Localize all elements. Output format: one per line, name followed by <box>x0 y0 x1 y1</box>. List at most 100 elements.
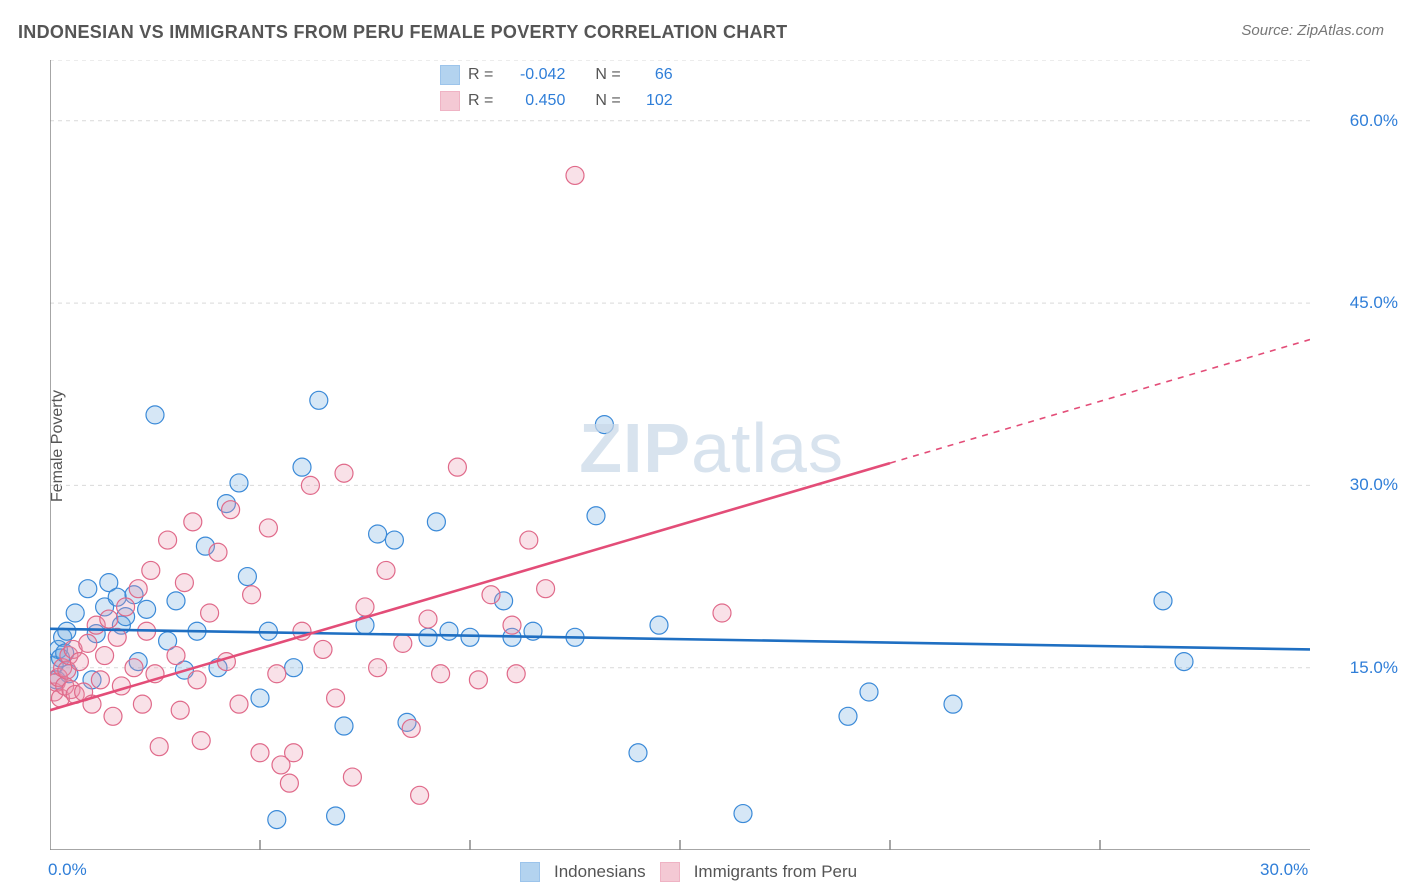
stat-r-label: R = <box>468 66 493 84</box>
scatter-point <box>587 507 605 525</box>
scatter-point <box>503 616 521 634</box>
scatter-point <box>230 695 248 713</box>
scatter-point <box>167 647 185 665</box>
stat-n-value: 102 <box>629 92 673 110</box>
chart-title: INDONESIAN VS IMMIGRANTS FROM PERU FEMAL… <box>18 22 787 43</box>
legend-swatch <box>520 862 540 882</box>
scatter-point <box>280 774 298 792</box>
scatter-point <box>293 458 311 476</box>
scatter-point <box>146 406 164 424</box>
scatter-point <box>944 695 962 713</box>
legend-stats-row: R = 0.450 N = 102 <box>440 88 673 114</box>
stat-r-value: 0.450 <box>501 92 565 110</box>
scatter-point <box>222 501 240 519</box>
x-axis-min-label: 0.0% <box>48 860 87 880</box>
scatter-point <box>133 695 151 713</box>
scatter-point <box>138 600 156 618</box>
stat-r-value: -0.042 <box>501 66 565 84</box>
scatter-point <box>159 531 177 549</box>
scatter-point <box>100 610 118 628</box>
scatter-point <box>285 659 303 677</box>
scatter-point <box>394 634 412 652</box>
regression-line-dashed <box>890 340 1310 464</box>
scatter-point <box>310 391 328 409</box>
legend-stats: R = -0.042 N = 66 R = 0.450 N = 102 <box>440 62 673 114</box>
scatter-point <box>129 580 147 598</box>
scatter-point <box>79 634 97 652</box>
scatter-point <box>839 707 857 725</box>
scatter-point <box>58 622 76 640</box>
scatter-point <box>507 665 525 683</box>
scatter-point <box>734 805 752 823</box>
legend-series-label: Immigrants from Peru <box>694 862 857 882</box>
scatter-point <box>117 598 135 616</box>
scatter-point <box>402 719 420 737</box>
scatter-point <box>419 628 437 646</box>
scatter-point <box>125 659 143 677</box>
scatter-point <box>713 604 731 622</box>
scatter-point <box>343 768 361 786</box>
scatter-point <box>448 458 466 476</box>
scatter-point <box>201 604 219 622</box>
legend-swatch <box>440 91 460 111</box>
scatter-point <box>537 580 555 598</box>
regression-line <box>50 629 1310 650</box>
scatter-point <box>209 543 227 561</box>
scatter-point <box>369 525 387 543</box>
legend-swatch <box>660 862 680 882</box>
scatter-point <box>327 807 345 825</box>
y-axis-tick-label: 30.0% <box>1318 475 1398 495</box>
scatter-point <box>432 665 450 683</box>
y-axis-tick-label: 60.0% <box>1318 111 1398 131</box>
scatter-point <box>230 474 248 492</box>
scatter-point <box>192 732 210 750</box>
scatter-point <box>419 610 437 628</box>
scatter-point <box>175 574 193 592</box>
scatter-point <box>285 744 303 762</box>
scatter-plot <box>50 60 1310 850</box>
scatter-point <box>356 598 374 616</box>
chart-container: INDONESIAN VS IMMIGRANTS FROM PERU FEMAL… <box>0 0 1406 892</box>
scatter-point <box>171 701 189 719</box>
stat-n-label: N = <box>595 66 620 84</box>
scatter-point <box>1154 592 1172 610</box>
scatter-point <box>91 671 109 689</box>
x-axis-max-label: 30.0% <box>1260 860 1308 880</box>
scatter-point <box>96 647 114 665</box>
scatter-point <box>259 519 277 537</box>
scatter-point <box>411 786 429 804</box>
scatter-point <box>251 689 269 707</box>
scatter-point <box>650 616 668 634</box>
scatter-point <box>335 717 353 735</box>
legend-stats-row: R = -0.042 N = 66 <box>440 62 673 88</box>
scatter-point <box>104 707 122 725</box>
scatter-point <box>268 811 286 829</box>
scatter-point <box>377 561 395 579</box>
scatter-point <box>188 671 206 689</box>
source-name: ZipAtlas.com <box>1297 22 1384 39</box>
scatter-point <box>1175 653 1193 671</box>
scatter-point <box>369 659 387 677</box>
scatter-point <box>142 561 160 579</box>
scatter-point <box>150 738 168 756</box>
scatter-point <box>461 628 479 646</box>
scatter-point <box>70 653 88 671</box>
scatter-point <box>482 586 500 604</box>
scatter-point <box>301 476 319 494</box>
scatter-point <box>427 513 445 531</box>
scatter-point <box>860 683 878 701</box>
scatter-point <box>268 665 286 683</box>
scatter-point <box>243 586 261 604</box>
y-axis-tick-label: 15.0% <box>1318 658 1398 678</box>
scatter-point <box>520 531 538 549</box>
scatter-point <box>314 640 332 658</box>
scatter-point <box>469 671 487 689</box>
stat-r-label: R = <box>468 92 493 110</box>
stat-n-value: 66 <box>629 66 673 84</box>
scatter-point <box>184 513 202 531</box>
scatter-point <box>629 744 647 762</box>
source-attribution: Source: ZipAtlas.com <box>1241 22 1384 39</box>
stat-n-label: N = <box>595 92 620 110</box>
source-label: Source: <box>1241 22 1297 39</box>
scatter-point <box>79 580 97 598</box>
